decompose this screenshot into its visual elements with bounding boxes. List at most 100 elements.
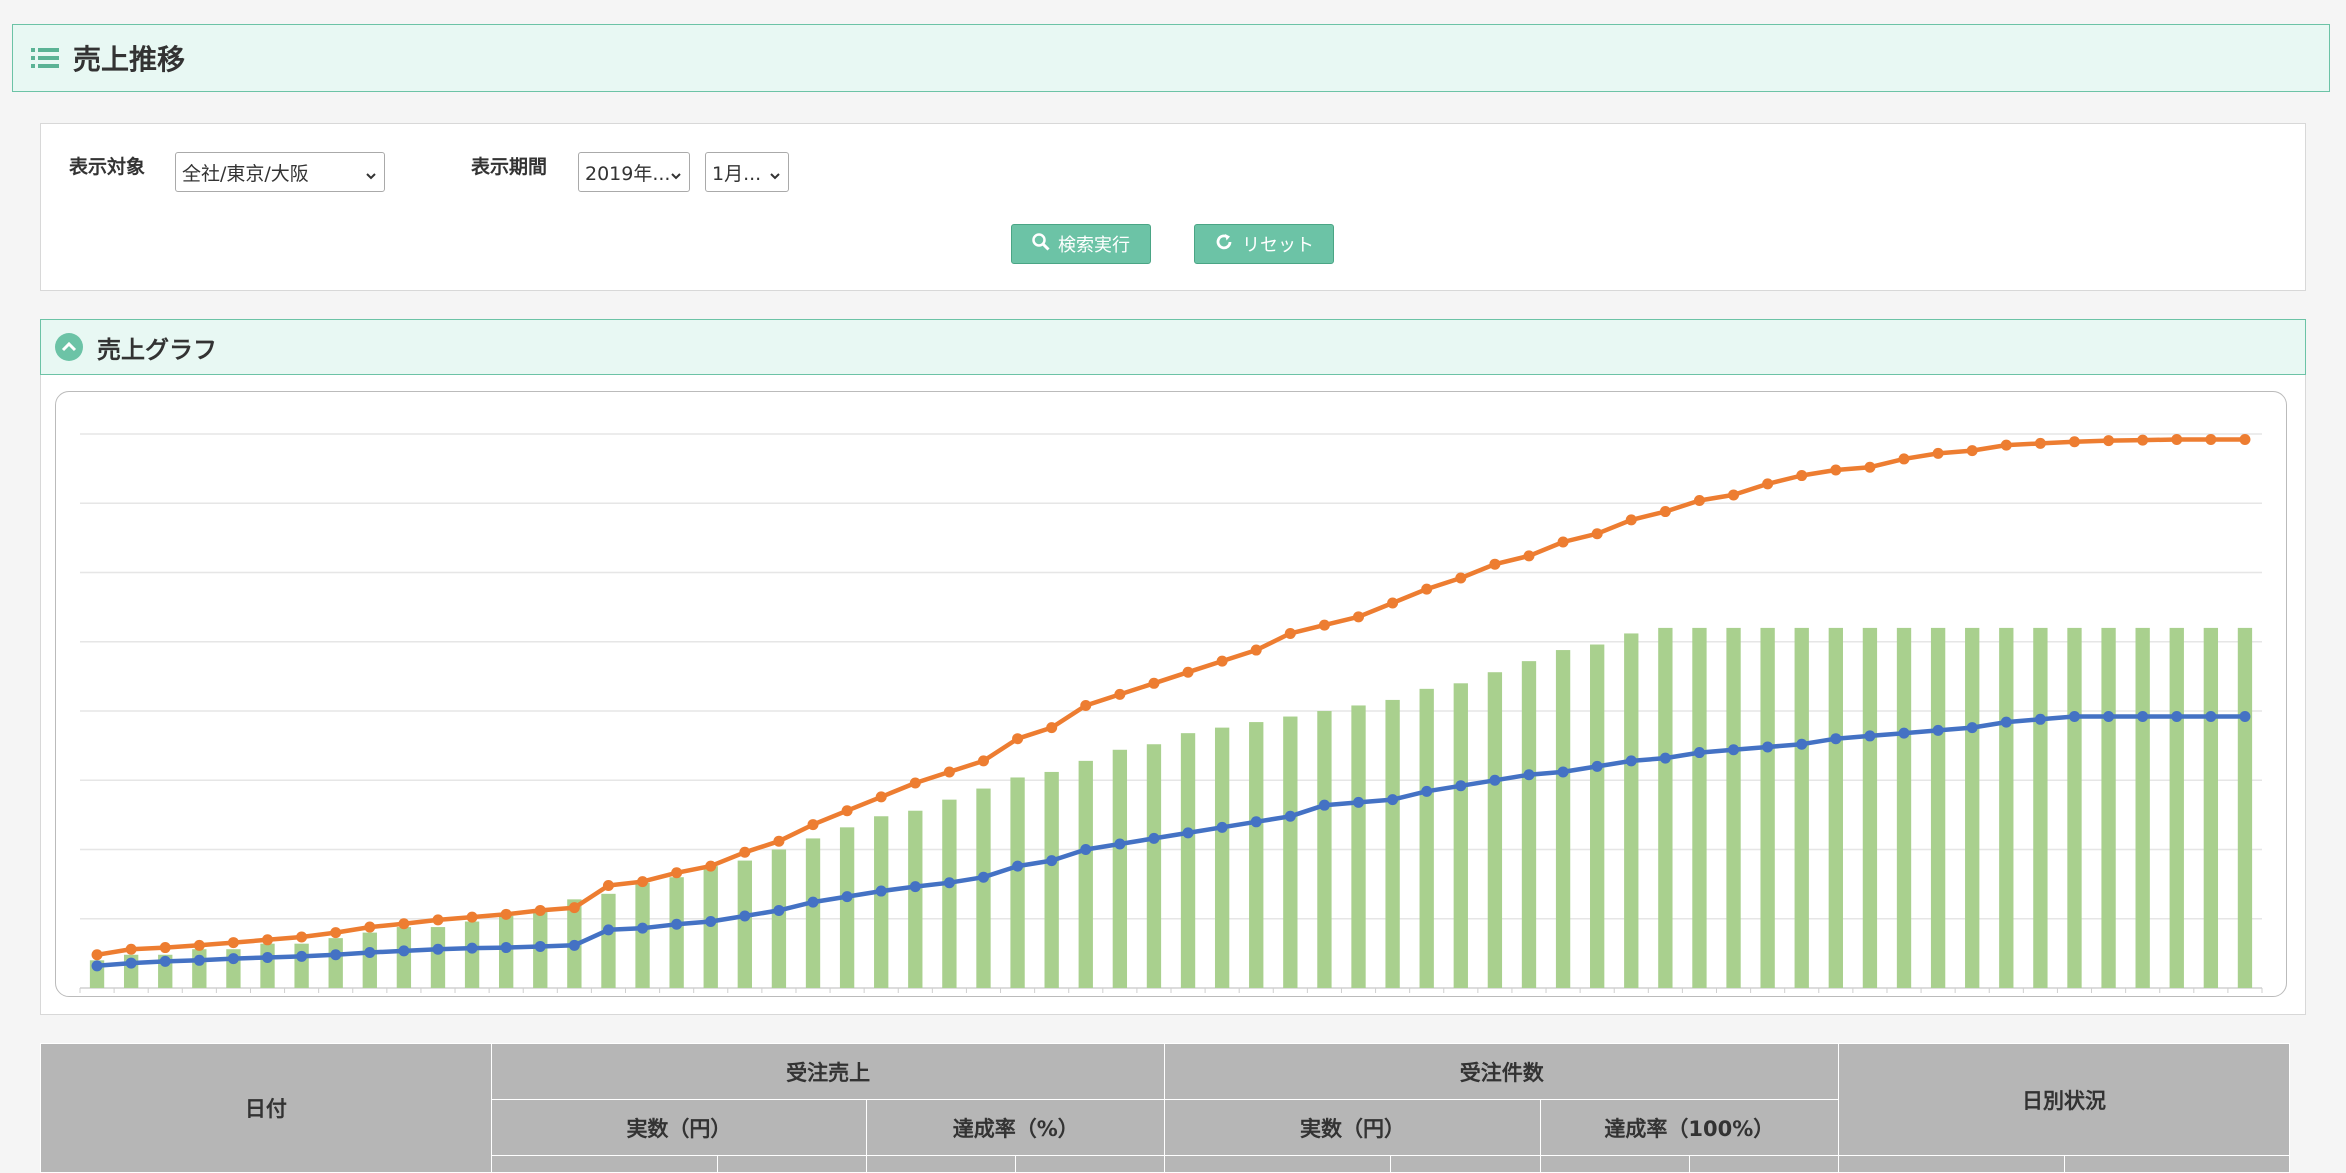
graph-title: 売上グラフ: [97, 335, 217, 364]
data-point: [1455, 780, 1467, 792]
series-line: [96, 714, 2245, 969]
reset-button[interactable]: リセット: [1194, 224, 1334, 264]
data-point: [2000, 716, 2012, 728]
data-point: [1693, 494, 1705, 506]
data-point: [841, 805, 853, 817]
bar: [1828, 627, 1843, 988]
bar: [1453, 683, 1468, 988]
data-point: [1762, 741, 1774, 753]
sub-header-cell: [490, 1155, 718, 1173]
data-point: [1080, 844, 1092, 855]
sub-header-cell: [1838, 1155, 2066, 1173]
data-point: [1012, 733, 1024, 745]
series-line: [96, 437, 2245, 958]
data-point: [398, 918, 410, 930]
data-point: [1762, 478, 1774, 490]
bar: [1692, 627, 1707, 988]
data-point: [2034, 437, 2046, 449]
data-point: [1591, 528, 1603, 540]
bar: [1965, 627, 1980, 988]
bar: [874, 816, 889, 988]
sub-header-cell: [866, 1155, 1017, 1173]
bar: [601, 893, 616, 988]
bar: [396, 927, 412, 988]
data-point: [2239, 434, 2251, 446]
bar: [1521, 661, 1537, 988]
sales-table: 日付 受注売上 受注件数 日別状況 実数（円） 達成率（%） 実数（円） 達成率…: [40, 1043, 2290, 1173]
data-point: [1216, 655, 1228, 667]
month-select[interactable]: 1月...: [705, 152, 789, 192]
data-point: [432, 943, 444, 955]
bar: [1112, 749, 1128, 988]
bar: [1283, 716, 1298, 988]
bar: [1896, 627, 1912, 988]
data-point: [1864, 461, 1876, 473]
data-point: [1114, 838, 1126, 850]
bar: [635, 882, 650, 988]
bar: [1487, 672, 1503, 988]
data-point: [602, 880, 614, 892]
data-point: [1284, 627, 1296, 639]
data-point: [2000, 439, 2012, 451]
data-point: [466, 942, 478, 954]
data-point: [534, 940, 546, 952]
bar: [1010, 777, 1025, 988]
bar: [2237, 627, 2253, 988]
data-point: [2068, 436, 2080, 448]
target-select-value: 全社/東京/大阪: [182, 162, 309, 185]
bar: [1999, 627, 2014, 988]
data-point: [1898, 453, 1910, 465]
bar: [942, 799, 957, 988]
data-point: [2068, 711, 2080, 723]
sub-header-cell: [716, 1155, 868, 1173]
search-button[interactable]: 検索実行: [1011, 224, 1151, 264]
bar: [908, 810, 923, 988]
data-point: [1387, 794, 1399, 806]
data-point: [705, 860, 717, 872]
bar: [1624, 633, 1639, 988]
data-point: [909, 881, 921, 893]
list-icon: [31, 46, 59, 70]
data-point: [773, 835, 785, 847]
chevron-up-icon[interactable]: [55, 333, 83, 361]
bar: [2101, 627, 2116, 988]
data-point: [1898, 727, 1910, 739]
data-point: [1148, 832, 1160, 844]
year-select[interactable]: 2019年...: [578, 152, 690, 192]
data-point: [193, 939, 205, 951]
data-point: [1557, 766, 1569, 778]
bar: [1555, 650, 1571, 988]
period-label: 表示期間: [471, 156, 548, 178]
bar: [805, 838, 821, 988]
data-point: [500, 908, 512, 920]
data-point: [1318, 619, 1330, 631]
data-point: [1830, 733, 1842, 745]
data-point: [1932, 447, 1944, 459]
data-point: [1318, 799, 1330, 811]
graph-section-header[interactable]: 売上グラフ: [40, 319, 2306, 375]
data-point: [1182, 666, 1194, 678]
data-point: [1557, 536, 1569, 548]
bar: [1658, 627, 1673, 988]
data-point: [1864, 730, 1876, 742]
data-point: [943, 766, 955, 778]
chevron-down-icon: [366, 164, 376, 180]
daily-header: 日別状況: [1838, 1043, 2290, 1156]
data-point: [2205, 711, 2217, 723]
month-select-value: 1月...: [712, 162, 762, 185]
data-point: [841, 891, 853, 903]
data-point: [671, 867, 683, 879]
data-point: [2239, 711, 2251, 723]
data-point: [1693, 747, 1705, 759]
target-select[interactable]: 全社/東京/大阪: [175, 152, 385, 192]
bar: [1794, 627, 1809, 988]
data-point: [296, 950, 308, 962]
data-point: [568, 902, 580, 914]
year-select-value: 2019年...: [585, 162, 671, 185]
search-icon: [1032, 232, 1050, 256]
data-point: [2034, 713, 2046, 725]
data-point: [1625, 514, 1637, 526]
bar: [464, 921, 480, 988]
data-point: [1728, 489, 1740, 501]
data-point: [262, 952, 274, 964]
